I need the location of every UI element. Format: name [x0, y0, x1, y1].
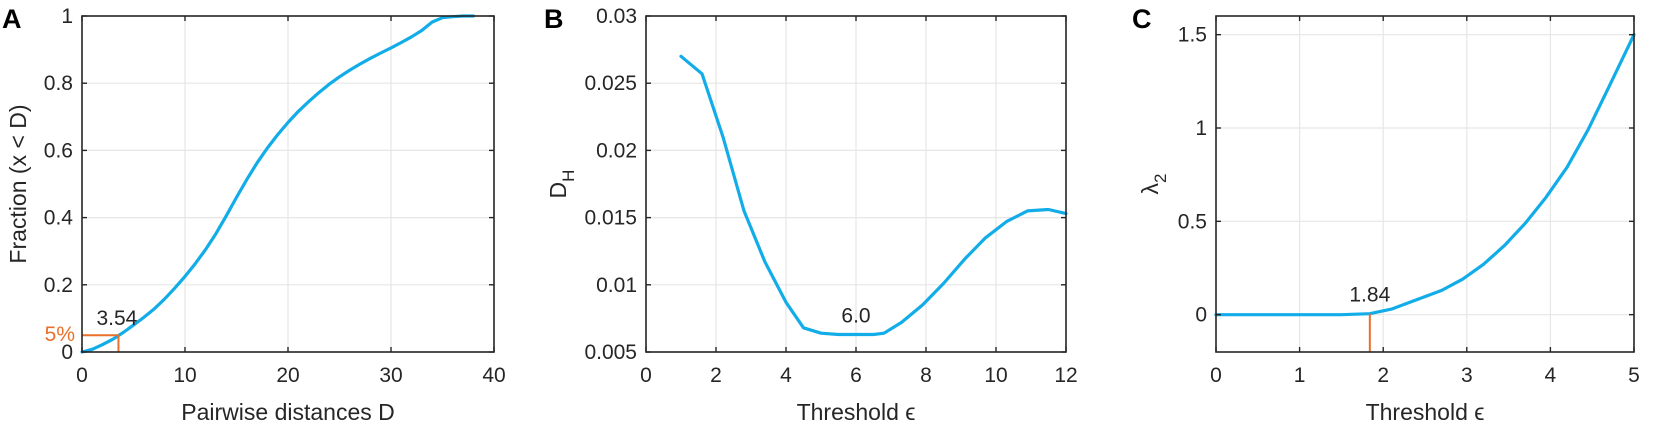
panel-letter: C	[1132, 4, 1152, 34]
series-line	[1214, 33, 1636, 317]
y-tick-label: 0.03	[596, 5, 637, 28]
x-axis-label: Threshold ϵ	[797, 399, 916, 425]
y-tick-label: 1	[61, 5, 73, 28]
marker-y-label: 5%	[45, 323, 75, 346]
x-tick-label: 20	[276, 364, 299, 387]
y-tick-label: 1.5	[1178, 24, 1207, 47]
y-tick-label: 1	[1195, 117, 1207, 140]
y-axis-label: λ2	[1137, 174, 1170, 195]
x-tick-label: 8	[920, 364, 932, 387]
series-line	[80, 14, 475, 354]
x-tick-label: 1	[1294, 364, 1306, 387]
x-tick-label: 30	[379, 364, 402, 387]
y-tick-label: 0.6	[44, 139, 73, 162]
y-tick-label: 0.2	[44, 274, 73, 297]
y-axis-label-subscript: H	[559, 170, 578, 182]
x-tick-label: 4	[1545, 364, 1557, 387]
y-tick-label: 0.015	[584, 207, 637, 230]
y-axis-label: Fraction (x < D)	[5, 104, 31, 263]
x-tick-label: 0	[640, 364, 652, 387]
tick-marks	[1215, 16, 1635, 352]
marker-x-label: 3.54	[96, 307, 137, 330]
x-tick-label: 0	[76, 364, 88, 387]
x-tick-label: 6	[850, 364, 862, 387]
x-tick-label: 10	[984, 364, 1007, 387]
y-tick-label: 0.8	[44, 72, 73, 95]
panel-b: 6.0 0 2 4 6 8 10 12 0.005 0.01 0.015 0.02 0.025 0.03 T…	[544, 4, 1078, 425]
y-tick-label: 0.01	[596, 274, 637, 297]
panel-letter: A	[2, 4, 22, 34]
y-axis-label-main: D	[545, 182, 571, 199]
y-tick-label: 0.02	[596, 139, 637, 162]
panel-a: 3.54 5%0 10 20 30 40 0 0.2 0.4 0.6 0.8 1 Pairwise di…	[2, 4, 506, 425]
axes-box	[1215, 15, 1635, 353]
y-tick-label: 0	[1195, 304, 1207, 327]
x-tick-label: 0	[1210, 364, 1222, 387]
panel-letter: B	[544, 4, 564, 34]
tick-marks	[81, 15, 495, 353]
y-axis-label: DH	[545, 170, 578, 199]
tick-marks	[645, 15, 1067, 353]
x-axis-label: Threshold ϵ	[1366, 399, 1485, 425]
x-tick-label: 4	[780, 364, 792, 387]
series-line	[679, 54, 1068, 337]
y-tick-label: 0.025	[584, 72, 637, 95]
x-tick-label: 12	[1054, 364, 1077, 387]
y-tick-label: 0.5	[1178, 210, 1207, 233]
minimum-annotation: 6.0	[841, 305, 870, 328]
y-axis-label-subscript: 2	[1151, 174, 1170, 183]
x-axis-label: Pairwise distances D	[181, 399, 394, 425]
x-tick-label: 2	[710, 364, 722, 387]
x-tick-label: 3	[1461, 364, 1473, 387]
y-tick-label: 0.005	[584, 341, 637, 364]
y-tick-label: 0	[61, 341, 73, 364]
x-tick-label: 5	[1628, 364, 1640, 387]
marker-x-label: 1.84	[1349, 284, 1390, 307]
x-tick-label: 2	[1377, 364, 1389, 387]
x-tick-label: 10	[173, 364, 196, 387]
y-tick-label: 0.4	[44, 207, 74, 230]
axes-background	[1216, 16, 1634, 352]
y-axis-label-main: λ	[1137, 182, 1163, 194]
x-tick-label: 40	[482, 364, 505, 387]
